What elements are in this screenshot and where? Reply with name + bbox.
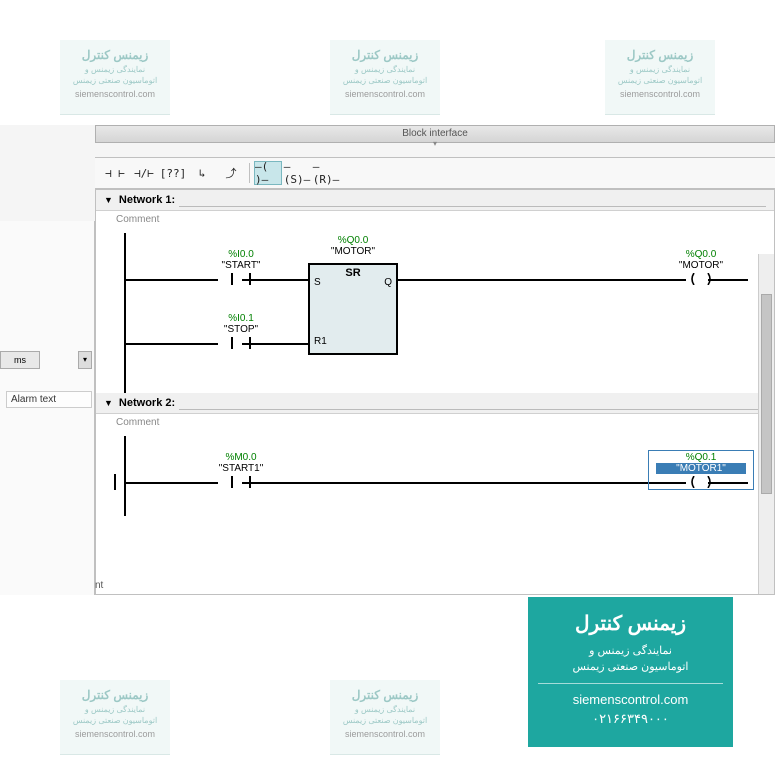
watermark: زیمنس کنترلنمایندگی زیمنس واتوماسیون صنع… — [605, 40, 715, 115]
sr-block-label: %Q0.0 "MOTOR" — [308, 235, 398, 257]
promo-title: زیمنس کنترل — [538, 611, 723, 636]
toolbar-button[interactable]: ↳ — [188, 161, 216, 185]
network-1-comment[interactable]: Comment — [96, 211, 774, 233]
watermark: زیمنس کنترلنمایندگی زیمنس واتوماسیون صنع… — [60, 680, 170, 755]
toolbar-button[interactable]: ⊣/⊢ — [130, 161, 158, 185]
toolbar-button[interactable]: ⤴ — [217, 161, 245, 185]
toolbar-button[interactable]: –(R)– — [312, 161, 340, 185]
coil-motor[interactable]: %Q0.0 "MOTOR" — [656, 249, 746, 286]
toolbar-separator — [249, 163, 250, 183]
network-1-label: Network 1: — [119, 194, 175, 206]
promo-phone: ۰۲۱۶۶۳۴۹۰۰۰ — [538, 711, 723, 727]
network-2-header[interactable]: ▼ Network 2: — [96, 393, 774, 414]
bottom-stub: nt — [95, 580, 115, 594]
ladder-toolbar: ⊣ ⊢⊣/⊢[??]↳⤴ –( )––(S)––(R)– — [95, 157, 775, 189]
watermark: زیمنس کنترلنمایندگی زیمنس واتوماسیون صنع… — [330, 680, 440, 755]
ladder-editor: ms ▾ Alarm text Block interface ⊣ ⊢⊣/⊢[?… — [0, 125, 775, 595]
promo-box: زیمنس کنترل نمایندگی زیمنس و اتوماسیون ص… — [528, 597, 733, 747]
toolbar-button[interactable]: ⊣ ⊢ — [101, 161, 129, 185]
collapse-icon[interactable]: ▼ — [104, 195, 113, 205]
ladder-area: ▼ Network 1: Comment %I0.0 "START" — [95, 189, 775, 595]
network-2: ▼ Network 2: Comment %M0.0 "START1" %Q0 — [96, 393, 774, 516]
network-1: ▼ Network 1: Comment %I0.0 "START" — [96, 190, 774, 393]
network-1-title[interactable] — [179, 193, 766, 207]
sr-pin-r1: R1 — [314, 336, 327, 347]
toolbar-button[interactable]: [??] — [159, 161, 187, 185]
side-dropdown-icon[interactable]: ▾ — [78, 351, 92, 369]
edit-cursor — [114, 474, 116, 490]
network-2-rung[interactable]: %M0.0 "START1" %Q0.1 "MOTOR1" — [96, 436, 774, 516]
alarm-text-field[interactable]: Alarm text — [6, 391, 92, 408]
watermark: زیمنس کنترلنمایندگی زیمنس واتوماسیون صنع… — [60, 40, 170, 115]
network-1-rung[interactable]: %I0.0 "START" %I0.1 "STOP" %Q0.0 "MOTOR" — [96, 233, 774, 393]
contact-start[interactable]: %I0.0 "START" — [196, 249, 286, 286]
collapse-icon[interactable]: ▼ — [104, 398, 113, 408]
toolbar-button[interactable]: –( )– — [254, 161, 282, 185]
network-2-comment[interactable]: Comment — [96, 414, 774, 436]
sr-block[interactable]: SR S Q R1 — [308, 263, 398, 355]
promo-url: siemenscontrol.com — [538, 692, 723, 707]
promo-sub2: اتوماسیون صنعتی زیمنس — [538, 660, 723, 673]
sr-pin-s: S — [314, 277, 321, 288]
promo-divider — [538, 683, 723, 684]
selection-box — [648, 450, 754, 490]
network-2-title[interactable] — [179, 396, 766, 410]
contact-start1[interactable]: %M0.0 "START1" — [196, 452, 286, 489]
contact-stop[interactable]: %I0.1 "STOP" — [196, 313, 286, 350]
watermark: زیمنس کنترلنمایندگی زیمنس واتوماسیون صنع… — [330, 40, 440, 115]
network-2-label: Network 2: — [119, 397, 175, 409]
network-1-header[interactable]: ▼ Network 1: — [96, 190, 774, 211]
side-panel: ms ▾ Alarm text — [0, 221, 95, 595]
block-interface-bar[interactable]: Block interface — [95, 125, 775, 143]
left-rail — [124, 436, 126, 516]
toolbar-button[interactable]: –(S)– — [283, 161, 311, 185]
sr-pin-q: Q — [384, 277, 392, 288]
promo-sub1: نمایندگی زیمنس و — [538, 644, 723, 657]
side-tab[interactable]: ms — [0, 351, 40, 369]
